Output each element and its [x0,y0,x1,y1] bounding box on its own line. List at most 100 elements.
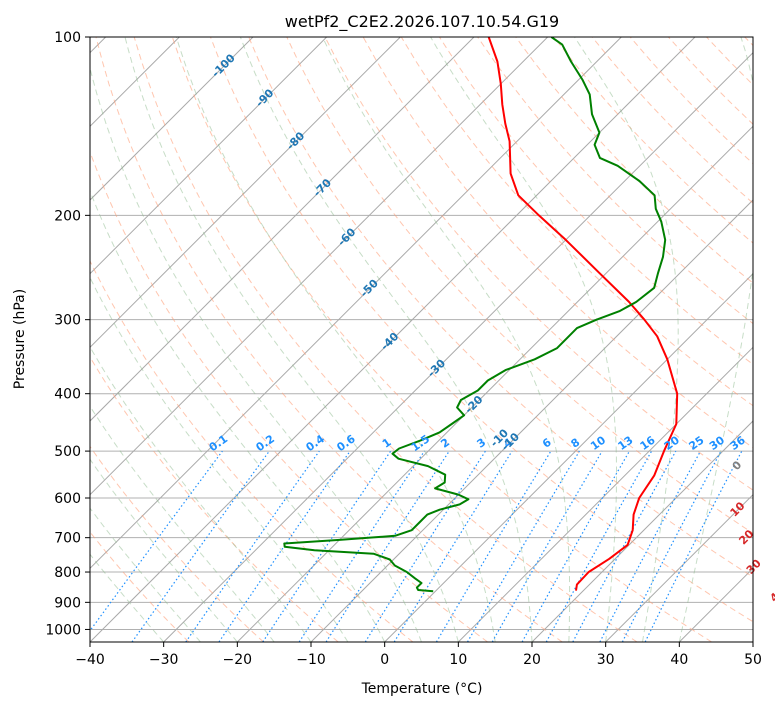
sounding-traces [283,37,679,593]
isotherm-line [236,125,753,642]
x-tick-label: −40 [75,652,105,668]
x-tick-label: 30 [597,652,615,668]
dry-adiabat-line [133,37,638,642]
dry-adiabat-line [95,37,563,642]
moist-adiabat-line [90,507,201,642]
moist-adiabat-line [175,37,496,642]
chart-title: wetPf2_C2E2.2026.107.10.54.G19 [285,12,559,32]
y-axis-ticks: 100 200 300 400 500 600 700 800 900 1000 [45,30,90,638]
mixing-ratio-line [262,450,392,642]
mixing-ratio-line [521,450,631,642]
zero-label: 0 [730,458,745,473]
mixing-ratio-label: 2 [438,436,452,451]
isotherm-line [90,37,549,496]
y-tick-label: 600 [54,491,81,507]
y-tick-label: 100 [54,30,81,46]
mixing-ratio-line [466,450,580,642]
dry-adiabat-line [210,37,753,623]
y-axis-label: Pressure (hPa) [12,289,28,389]
mixing-ratio-line [364,450,486,642]
dry-adiabat-line [90,150,488,642]
plot-frame [89,36,754,643]
isotherm-line [90,37,328,275]
x-tick-label: 40 [670,652,688,668]
isotherm-line [90,37,401,349]
dry-adiabat-line [248,37,753,578]
isotherm-line [310,199,753,642]
y-tick-label: 200 [54,208,81,224]
mixing-ratio-line [545,450,653,642]
dry-adiabat-line [286,37,753,534]
isotherm-line [90,37,622,570]
mixing-ratio-label: 36 [728,433,748,453]
moist-adiabat-line [90,189,386,642]
y-tick-label: 1000 [45,622,81,638]
x-tick-label: 20 [523,652,541,668]
x-tick-label: 50 [744,652,762,668]
mixing-ratio-line [393,450,513,642]
moist-adiabat-line [322,37,571,642]
moist-adiabat-line [90,276,349,642]
moist-adiabat-line [239,37,533,642]
isotherm-line [678,567,753,642]
mixing-ratio-line [572,450,677,642]
isotherm-line [384,272,753,642]
moist-adiabat-line [90,405,275,642]
mixing-ratio-line [90,450,223,632]
dry-adiabat-line [515,37,753,284]
x-tick-label: −30 [149,652,179,668]
x-tick-label: 10 [449,652,467,668]
moist-adiabat-line [90,553,165,642]
y-tick-label: 500 [54,444,81,460]
mixing-ratio-label: 25 [687,434,707,453]
moist-adiabat-lines [90,37,753,642]
moist-adiabat-line [124,37,459,642]
x-tick-label: −10 [296,652,326,668]
moist-adiabat-line [678,37,753,642]
mixing-ratio-label: 3 [475,436,489,451]
mixing-ratio-line [644,450,743,642]
line-labels: 0.1 0.2 0.4 0.6 1 1.5 2 3 4 6 8 10 13 16 20 25 30 36-100-… [207,51,775,605]
mixing-ratio-label: 16 [638,433,658,453]
dry-adiabat-lines [90,37,753,642]
mixing-ratio-label: 13 [615,434,635,453]
y-tick-label: 800 [54,565,81,581]
red-value-label: 40 [767,584,775,604]
isotherm-line [90,37,475,422]
x-axis-label: Temperature (°C) [361,681,483,697]
x-tick-label: −20 [223,652,253,668]
isotherm-line [531,420,753,642]
mixing-ratio-label: 1 [380,436,394,451]
mixing-ratio-line [298,450,425,642]
red-value-label: 20 [736,527,756,547]
mixing-ratio-line [131,450,270,642]
mixing-ratio-line [435,450,552,642]
mixing-ratio-label: 8 [569,436,583,451]
mixing-ratio-line [599,450,702,642]
moist-adiabat-line [90,458,238,642]
mixing-ratio-lines [90,450,743,642]
isotherm-line [90,37,254,201]
mixing-ratio-line [218,450,351,642]
dry-adiabat-line [90,531,190,642]
y-tick-label: 700 [54,531,81,547]
mixing-ratio-line [185,450,320,642]
dry-adiabat-line [90,356,339,642]
dry-adiabat-line [90,445,264,642]
y-tick-label: 400 [54,387,81,403]
x-tick-label: 0 [380,652,389,668]
dry-adiabat-line [744,37,753,47]
moist-adiabat-line [430,37,617,642]
dry-adiabat-line [668,37,753,125]
y-tick-label: 900 [54,595,81,611]
temperature-line [487,37,679,591]
isotherm-line [605,493,753,642]
dewpoint-line [283,37,667,593]
dry-adiabat-line [90,259,414,642]
mixing-ratio-line [325,450,450,642]
y-tick-label: 300 [54,313,81,329]
mixing-ratio-label: 10 [588,433,608,453]
moist-adiabat-line [574,37,679,642]
dry-adiabat-line [553,37,753,244]
dry-adiabat-line [171,37,712,642]
